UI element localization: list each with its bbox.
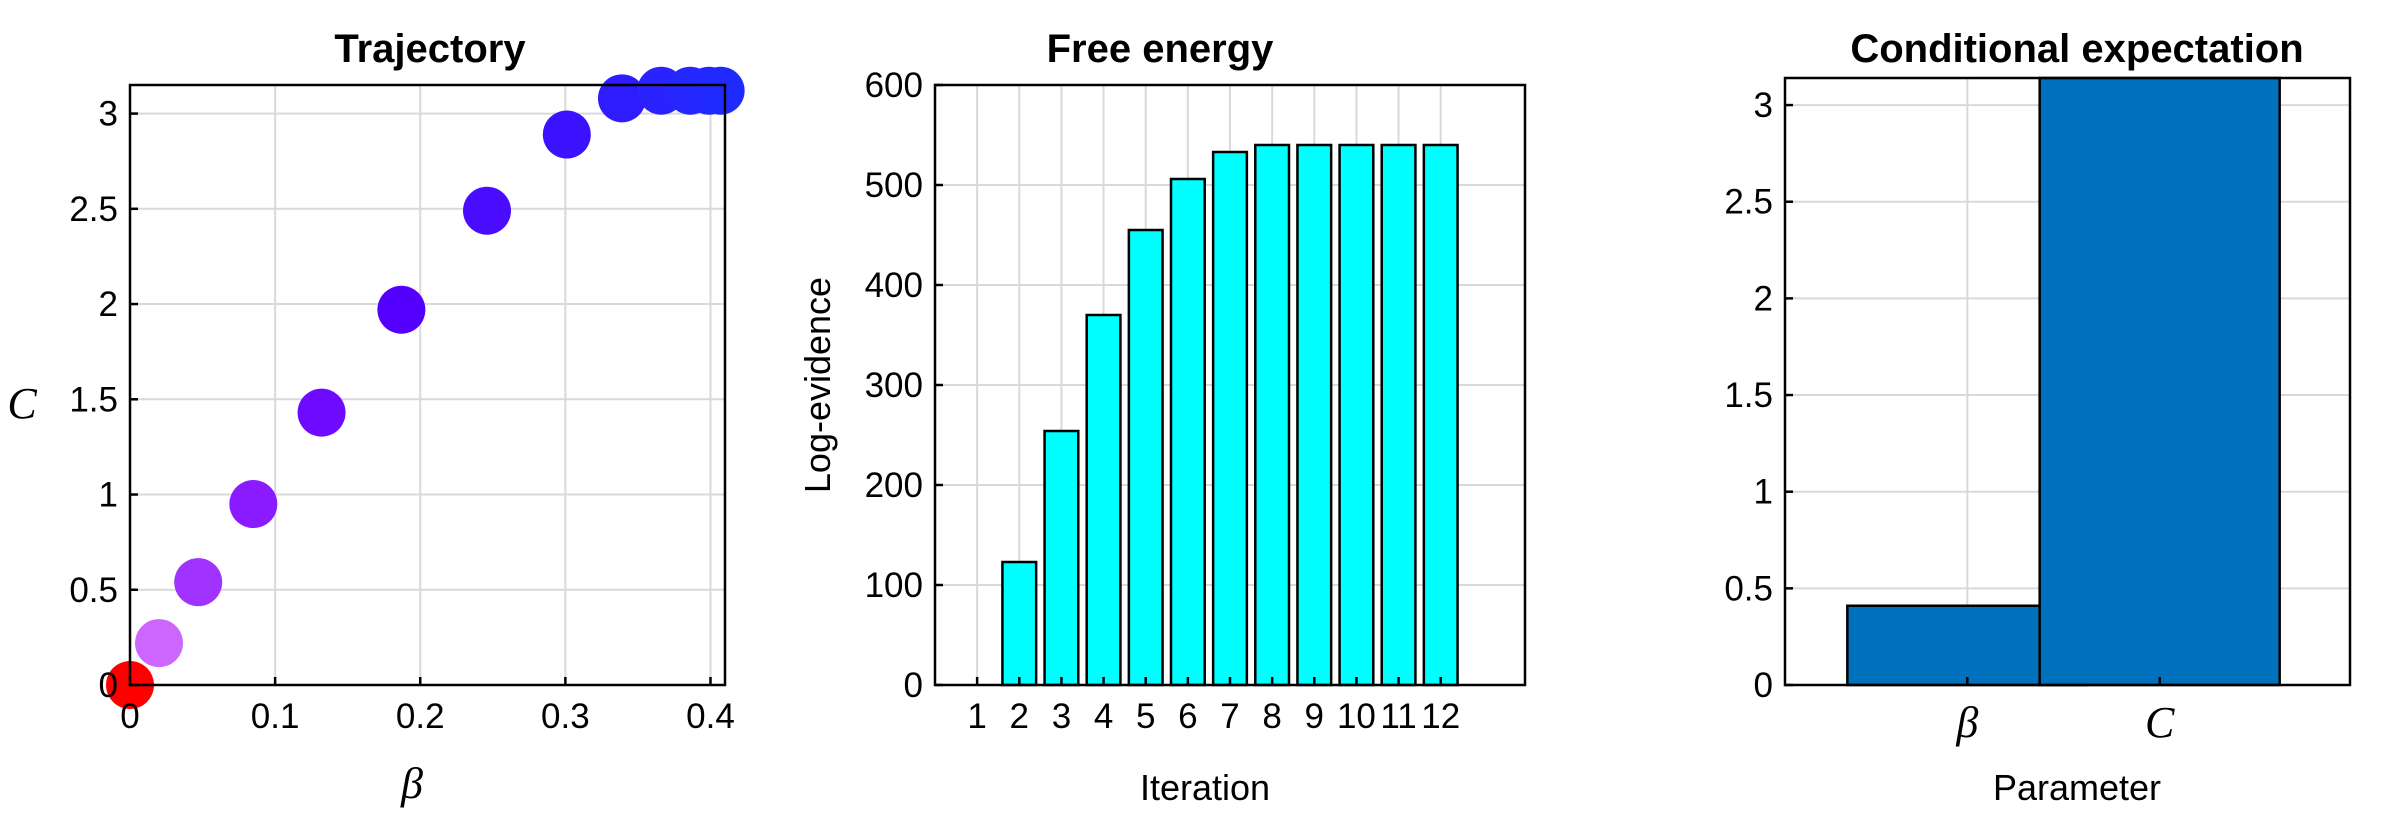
- conditional-expectation-ticks: β C 0 0.5 1 1.5 2 2.5 3: [1724, 86, 2175, 747]
- conditional-expectation-y-tick-label: 2.5: [1724, 183, 1773, 222]
- trajectory-y-tick-label: 1.5: [69, 380, 118, 419]
- free-energy-bar: [1211, 150, 1249, 687]
- trajectory-title: Trajectory: [334, 27, 526, 71]
- free-energy-bar: [1422, 143, 1459, 687]
- free-energy-x-tick-label: 12: [1421, 697, 1460, 736]
- trajectory-y-tick-label: 3: [99, 95, 118, 134]
- conditional-expectation-y-tick-label: 3: [1754, 86, 1773, 125]
- free-energy-bar: [1085, 313, 1122, 687]
- free-energy-bar: [1001, 560, 1038, 687]
- free-energy-x-tick-label: 10: [1337, 697, 1376, 736]
- conditional-expectation-y-tick-label: 1: [1754, 473, 1773, 512]
- free-energy-y-tick-label: 100: [865, 566, 923, 605]
- trajectory-xlabel: β: [400, 759, 423, 808]
- free-energy-ylabel: Log-evidence: [797, 277, 838, 493]
- conditional-expectation-bars: [1846, 76, 2281, 687]
- conditional-expectation-y-tick-label: 0.5: [1724, 569, 1773, 608]
- free-energy-x-tick-label: 8: [1262, 697, 1281, 736]
- trajectory-point: [174, 558, 223, 607]
- free-energy-x-tick-label: 6: [1178, 697, 1197, 736]
- free-energy-bar: [1127, 228, 1164, 687]
- trajectory-point: [696, 66, 745, 115]
- trajectory-panel: Trajectory 0 0.1 0.2 0.3 0.400.511.522.53 β …: [7, 27, 745, 808]
- conditional-expectation-title: Conditional expectation: [1850, 27, 2303, 71]
- free-energy-xlabel: Iteration: [1140, 767, 1270, 808]
- free-energy-bars: [1001, 143, 1459, 687]
- free-energy-y-tick-label: 0: [904, 666, 923, 705]
- trajectory-y-tick-label: 2: [99, 285, 118, 324]
- trajectory-ylabel: C: [7, 379, 37, 428]
- trajectory-point: [135, 619, 184, 668]
- trajectory-ticks: 0 0.1 0.2 0.3 0.4 0 0.5 1 1.5 2 2.5 3: [69, 95, 734, 736]
- free-energy-x-tick-label: 7: [1220, 697, 1239, 736]
- free-energy-x-tick-label: 3: [1052, 697, 1071, 736]
- free-energy-title: Free energy: [1047, 27, 1275, 71]
- free-energy-x-tick-label: 2: [1010, 697, 1029, 736]
- trajectory-y-tick-label: 0: [99, 666, 118, 705]
- conditional-expectation-panel: Conditional expectation β C00.511.522.53 …: [1724, 27, 2352, 808]
- conditional-expectation-y-tick-label: 1.5: [1724, 376, 1773, 415]
- free-energy-bar: [1296, 143, 1333, 687]
- conditional-expectation-axes-frame: [1783, 76, 2352, 687]
- free-energy-y-tick-label: 300: [865, 366, 923, 405]
- free-energy-x-tick-label: 9: [1305, 697, 1324, 736]
- trajectory-x-tick-label: 0.4: [686, 697, 735, 736]
- free-energy-bar: [1254, 143, 1291, 687]
- trajectory-x-tick-label: 0.1: [251, 697, 300, 736]
- trajectory-x-tick-label: 0.3: [541, 697, 590, 736]
- free-energy-x-tick-label: 11: [1380, 697, 1416, 736]
- free-energy-bar: [1043, 429, 1080, 687]
- trajectory-grid: [129, 85, 725, 686]
- trajectory-points: [106, 66, 745, 709]
- trajectory-point: [597, 74, 646, 123]
- free-energy-x-tick-label: 5: [1136, 697, 1155, 736]
- conditional-expectation-bar: [2038, 76, 2281, 687]
- trajectory-point: [542, 110, 591, 159]
- conditional-expectation-y-tick-label: 2: [1754, 279, 1773, 318]
- free-energy-panel: Free energy 1 2 3 4 5 6 7 8 9 10 11 120100200300400…: [797, 27, 1527, 808]
- conditional-expectation-x-tick-label: β: [1955, 698, 1978, 747]
- free-energy-bar: [1380, 143, 1417, 687]
- trajectory-point: [229, 480, 278, 529]
- trajectory-point: [463, 186, 511, 235]
- trajectory-x-tick-label: 0: [120, 697, 139, 736]
- trajectory-point: [377, 285, 426, 334]
- free-energy-y-tick-label: 500: [865, 166, 923, 205]
- free-energy-x-tick-label: 1: [967, 697, 986, 736]
- free-energy-bar: [1169, 177, 1206, 687]
- free-energy-y-tick-label: 400: [865, 266, 923, 305]
- conditional-expectation-xlabel: Parameter: [1993, 767, 2161, 808]
- trajectory-axes-frame: [128, 83, 727, 687]
- trajectory-y-tick-label: 1: [99, 476, 118, 515]
- conditional-expectation-y-tick-label: 0: [1754, 666, 1773, 705]
- free-energy-x-tick-label: 4: [1094, 697, 1113, 736]
- trajectory-x-tick-label: 0.2: [396, 697, 445, 736]
- conditional-expectation-x-tick-label: C: [2145, 698, 2175, 747]
- trajectory-y-tick-label: 0.5: [69, 571, 118, 610]
- free-energy-bar: [1338, 143, 1375, 687]
- free-energy-y-tick-label: 600: [865, 66, 923, 105]
- trajectory-y-tick-label: 2.5: [69, 190, 118, 229]
- free-energy-y-tick-label: 200: [865, 466, 923, 505]
- trajectory-point: [297, 388, 346, 437]
